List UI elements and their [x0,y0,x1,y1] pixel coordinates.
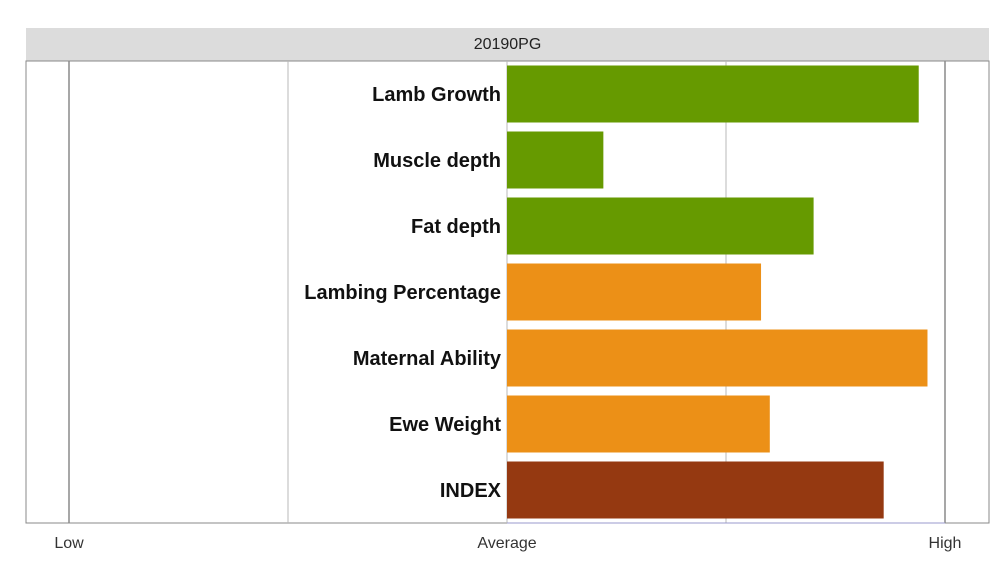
category-label: INDEX [440,480,502,502]
bar [507,395,770,453]
category-label: Muscle depth [373,150,501,172]
bar [507,197,814,255]
category-label: Lamb Growth [372,84,501,106]
tick-label: High [929,535,962,552]
category-label: Maternal Ability [353,348,502,370]
bar [507,131,604,189]
bar [507,461,884,519]
category-label: Ewe Weight [389,414,501,436]
category-label: Fat depth [411,216,501,238]
chart-title: 20190PG [26,28,989,61]
tick-label: Average [477,535,536,552]
bar [507,329,928,387]
bar [507,65,919,123]
category-label: Lambing Percentage [304,282,501,304]
bar [507,263,762,321]
tick-label: Low [54,535,84,552]
